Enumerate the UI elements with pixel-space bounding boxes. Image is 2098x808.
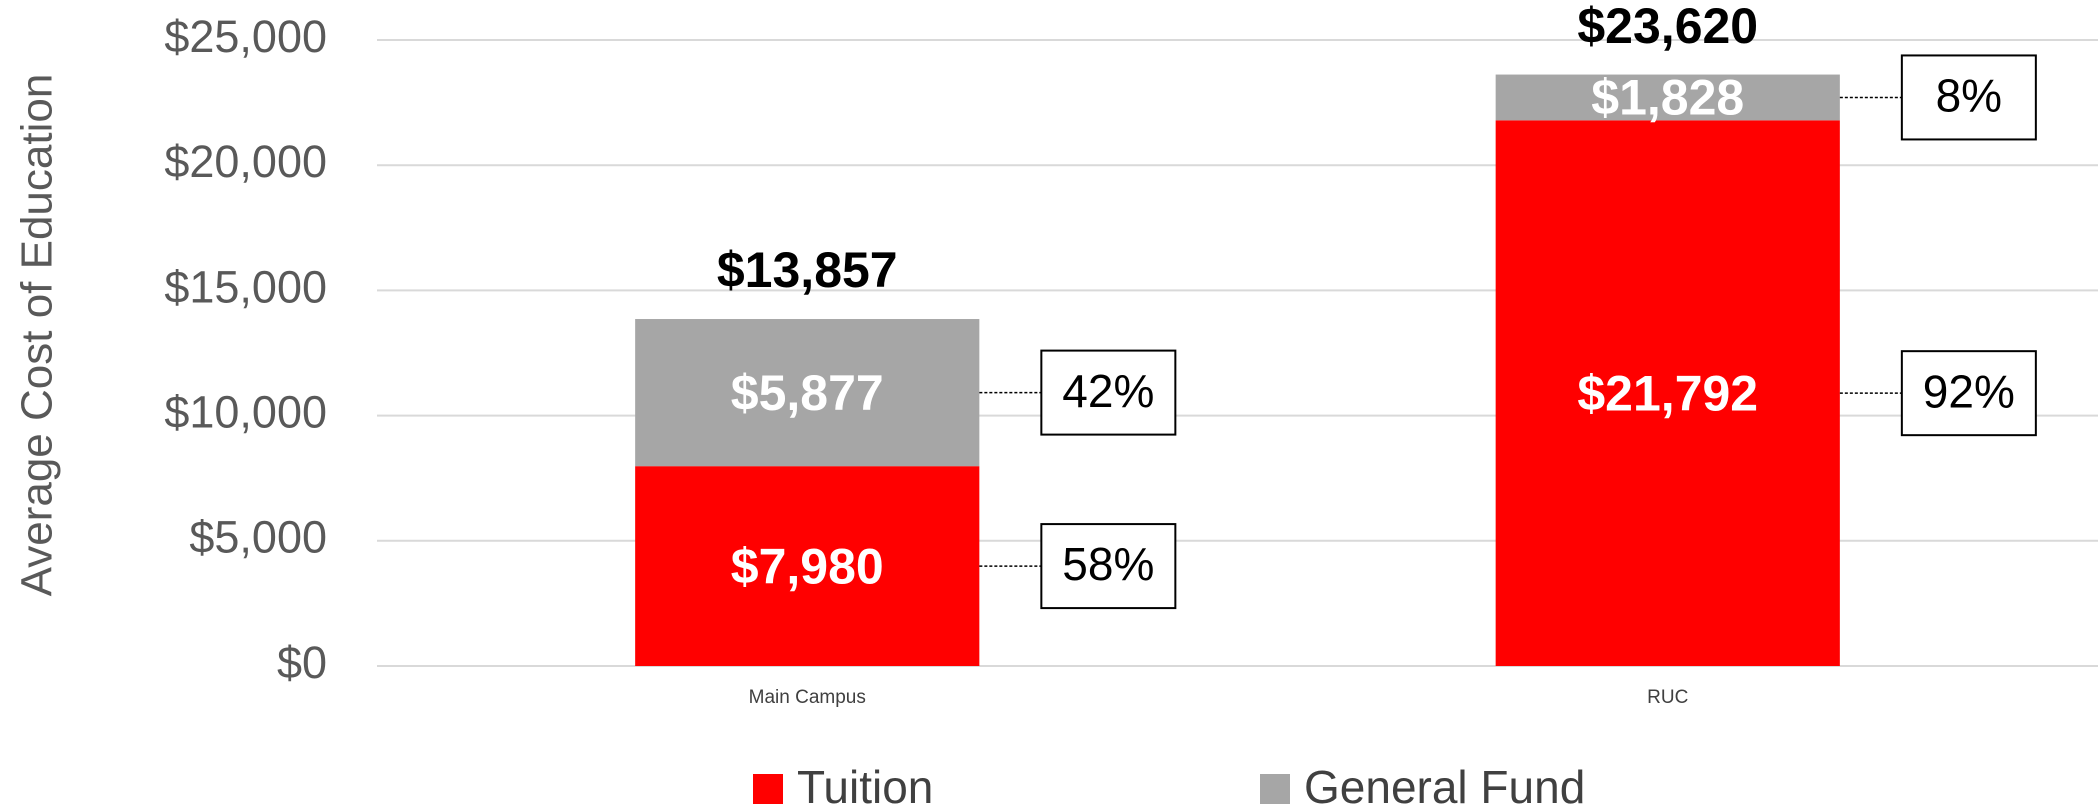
legend-label: General Fund	[1304, 761, 1585, 808]
bar-segment	[635, 319, 980, 467]
x-tick-label: RUC	[1647, 687, 1688, 708]
y-tick-label: $25,000	[164, 11, 327, 62]
y-tick-label: $20,000	[164, 136, 327, 187]
bar-segment	[1495, 120, 1840, 667]
share-box	[1040, 349, 1177, 436]
share-box	[1040, 523, 1177, 610]
data-label: $7,980	[731, 538, 884, 594]
share-box	[1900, 54, 2037, 141]
legend-label: Tuition	[797, 761, 933, 808]
share-box	[1900, 350, 2037, 437]
bar-segment	[1495, 74, 1840, 121]
total-label: $23,620	[1577, 0, 1758, 54]
y-tick-label: $0	[277, 637, 327, 688]
legend-swatch	[753, 774, 783, 804]
legend-swatch	[1260, 774, 1290, 804]
data-label: $1,828	[1591, 70, 1744, 126]
y-tick-label: $5,000	[189, 512, 327, 563]
share-label: 8%	[1936, 70, 2002, 122]
share-label: 42%	[1062, 365, 1154, 417]
y-tick-label: $10,000	[164, 386, 327, 437]
x-tick-label: Main Campus	[749, 687, 866, 708]
data-label: $5,877	[731, 365, 884, 421]
share-label: 58%	[1062, 538, 1154, 590]
y-tick-label: $15,000	[164, 261, 327, 312]
share-label: 92%	[1923, 365, 2015, 417]
total-label: $13,857	[717, 242, 898, 298]
data-label: $21,792	[1577, 365, 1758, 421]
bar-segment	[635, 466, 980, 666]
y-axis-label: Average Cost of Education	[13, 74, 62, 597]
